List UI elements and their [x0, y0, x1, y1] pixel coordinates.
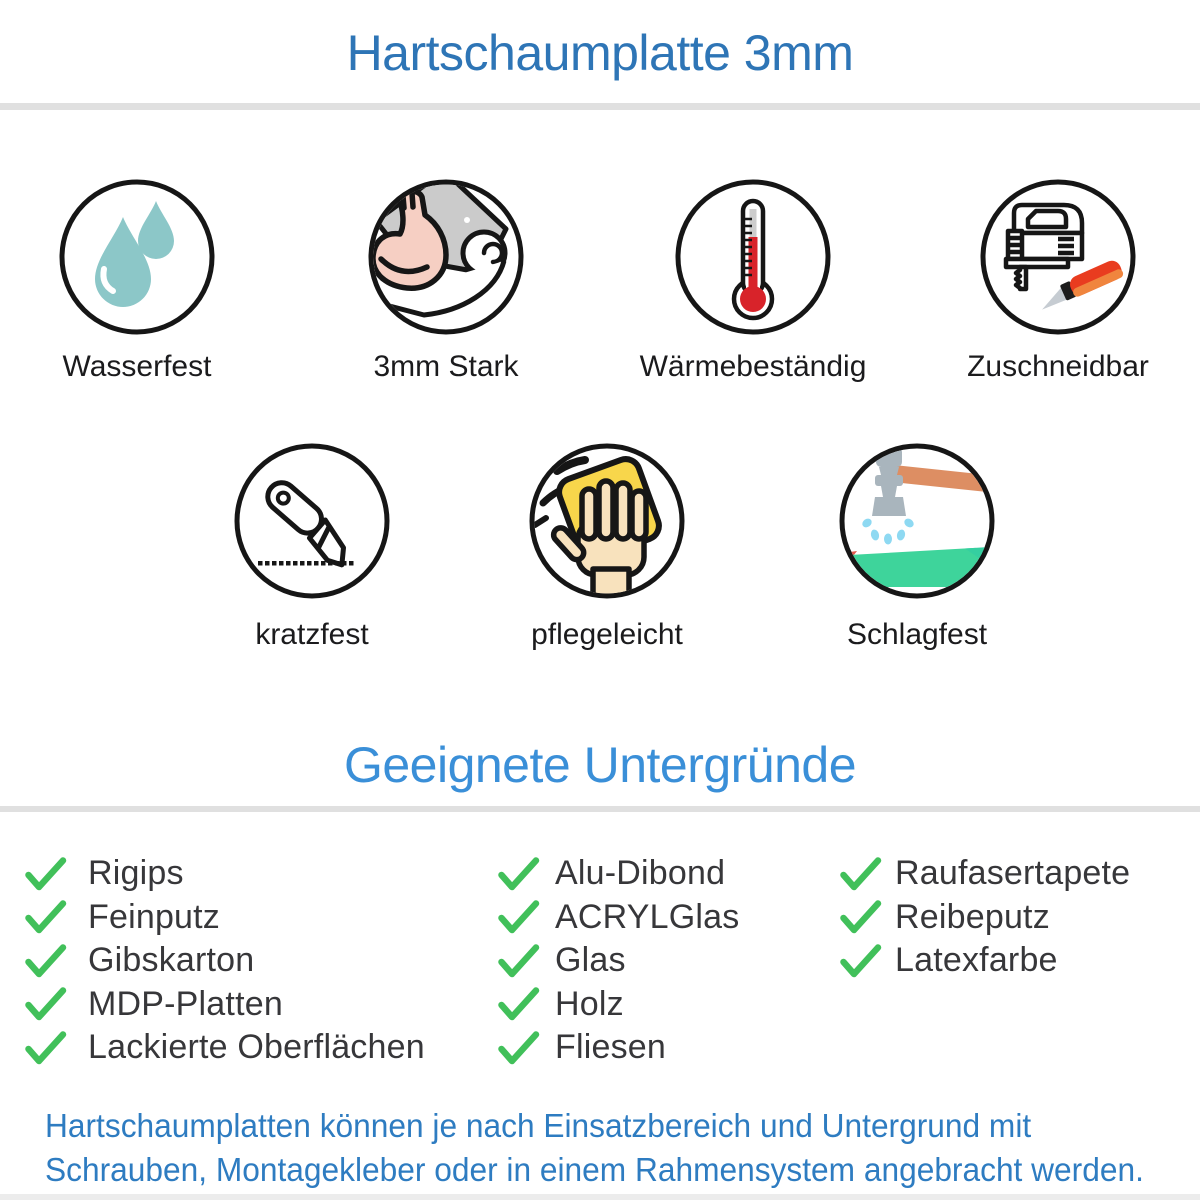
list-item: ACRYLGlas: [498, 896, 739, 940]
water-drops-icon: [59, 179, 215, 335]
feature-label: Wärmebeständig: [639, 350, 867, 383]
list-item: Gibskarton: [25, 939, 425, 983]
list-item: Alu-Dibond: [498, 852, 739, 896]
divider-bottom: [0, 1194, 1200, 1200]
substrate-label: Reibeputz: [895, 897, 1050, 936]
substrate-label: ACRYLGlas: [555, 897, 740, 936]
substrate-label: Raufasertapete: [895, 854, 1131, 893]
section-title: Geeignete Untergründe: [343, 737, 857, 793]
list-item: MDP-Platten: [25, 983, 425, 1027]
divider-top: [0, 103, 1200, 110]
utility-knife-icon: [234, 443, 390, 599]
feature-kratzfest: kratzfest: [187, 441, 437, 652]
mounting-note-line: Hartschaumplatten können je nach Einsatz…: [45, 1107, 1032, 1144]
substrate-label: Latexfarbe: [895, 941, 1058, 980]
feature-schlagfest: Schlagfest: [792, 441, 1042, 652]
substrate-label: MDP-Platten: [88, 984, 283, 1023]
substrate-label: Fliesen: [555, 1028, 667, 1067]
feature-wasserfest: Wasserfest: [12, 177, 262, 384]
check-icon: [25, 944, 67, 977]
substrate-column-1: Rigips Feinputz Gibskarton MDP-Platten L…: [25, 852, 425, 1070]
substrate-label: Holz: [555, 984, 624, 1023]
substrate-column-2: Alu-Dibond ACRYLGlas Glas Holz Fliesen: [498, 852, 739, 1070]
check-icon: [498, 1031, 540, 1064]
list-item: Holz: [498, 983, 739, 1027]
feature-label: Zuschneidbar: [967, 350, 1149, 383]
check-icon: [840, 944, 882, 977]
list-item: Latexfarbe: [840, 939, 1130, 983]
substrate-label: Rigips: [88, 854, 184, 893]
list-item: Fliesen: [498, 1026, 739, 1070]
check-icon: [498, 900, 540, 934]
check-icon: [25, 987, 67, 1021]
page-title: Hartschaumplatte 3mm: [346, 25, 854, 81]
flexed-arm-foam-roll-icon: [368, 179, 524, 335]
check-icon: [25, 900, 67, 934]
substrate-label: Lackierte Oberflächen: [88, 1028, 425, 1067]
substrate-label: Glas: [555, 941, 626, 980]
substrate-column-3: Raufasertapete Reibeputz Latexfarbe: [840, 852, 1130, 983]
divider-middle: [0, 806, 1200, 812]
check-icon: [25, 1031, 67, 1064]
thermometer-icon: [675, 179, 831, 335]
check-icon: [25, 857, 67, 890]
wiping-hand-cloth-icon: [529, 443, 685, 599]
jigsaw-cutter-icon: [980, 179, 1136, 335]
list-item: Rigips: [25, 852, 425, 896]
list-item: Raufasertapete: [840, 852, 1130, 896]
feature-pflegeleicht: pflegeleicht: [482, 441, 732, 652]
feature-label: Wasserfest: [62, 350, 212, 383]
list-item: Lackierte Oberflächen: [25, 1026, 425, 1070]
feature-label: pflegeleicht: [531, 618, 683, 651]
feature-label: 3mm Stark: [373, 350, 519, 383]
check-icon: [498, 987, 540, 1021]
hobby-knife-icon: [1042, 260, 1124, 310]
check-icon: [498, 944, 540, 977]
feature-label: kratzfest: [255, 618, 369, 651]
list-item: Reibeputz: [840, 896, 1130, 940]
feature-zuschneidbar: Zuschneidbar: [933, 177, 1183, 384]
check-icon: [840, 857, 882, 890]
substrate-label: Feinputz: [88, 897, 221, 936]
list-item: Feinputz: [25, 896, 425, 940]
check-icon: [498, 857, 540, 890]
substrate-label: Alu-Dibond: [555, 854, 726, 893]
substrate-label: Gibskarton: [88, 941, 255, 980]
feature-3mm-stark: 3mm Stark: [321, 177, 571, 384]
list-item: Glas: [498, 939, 739, 983]
feature-label: Schlagfest: [846, 618, 988, 651]
mounting-note: Hartschaumplatten können je nach Einsatz…: [45, 1104, 1149, 1191]
check-icon: [840, 900, 882, 934]
hammer-impact-icon: [839, 443, 995, 599]
mounting-note-line: Schrauben, Montagekleber oder in einem R…: [45, 1150, 1144, 1188]
feature-waermebestaendig: Wärmebeständig: [628, 177, 878, 384]
